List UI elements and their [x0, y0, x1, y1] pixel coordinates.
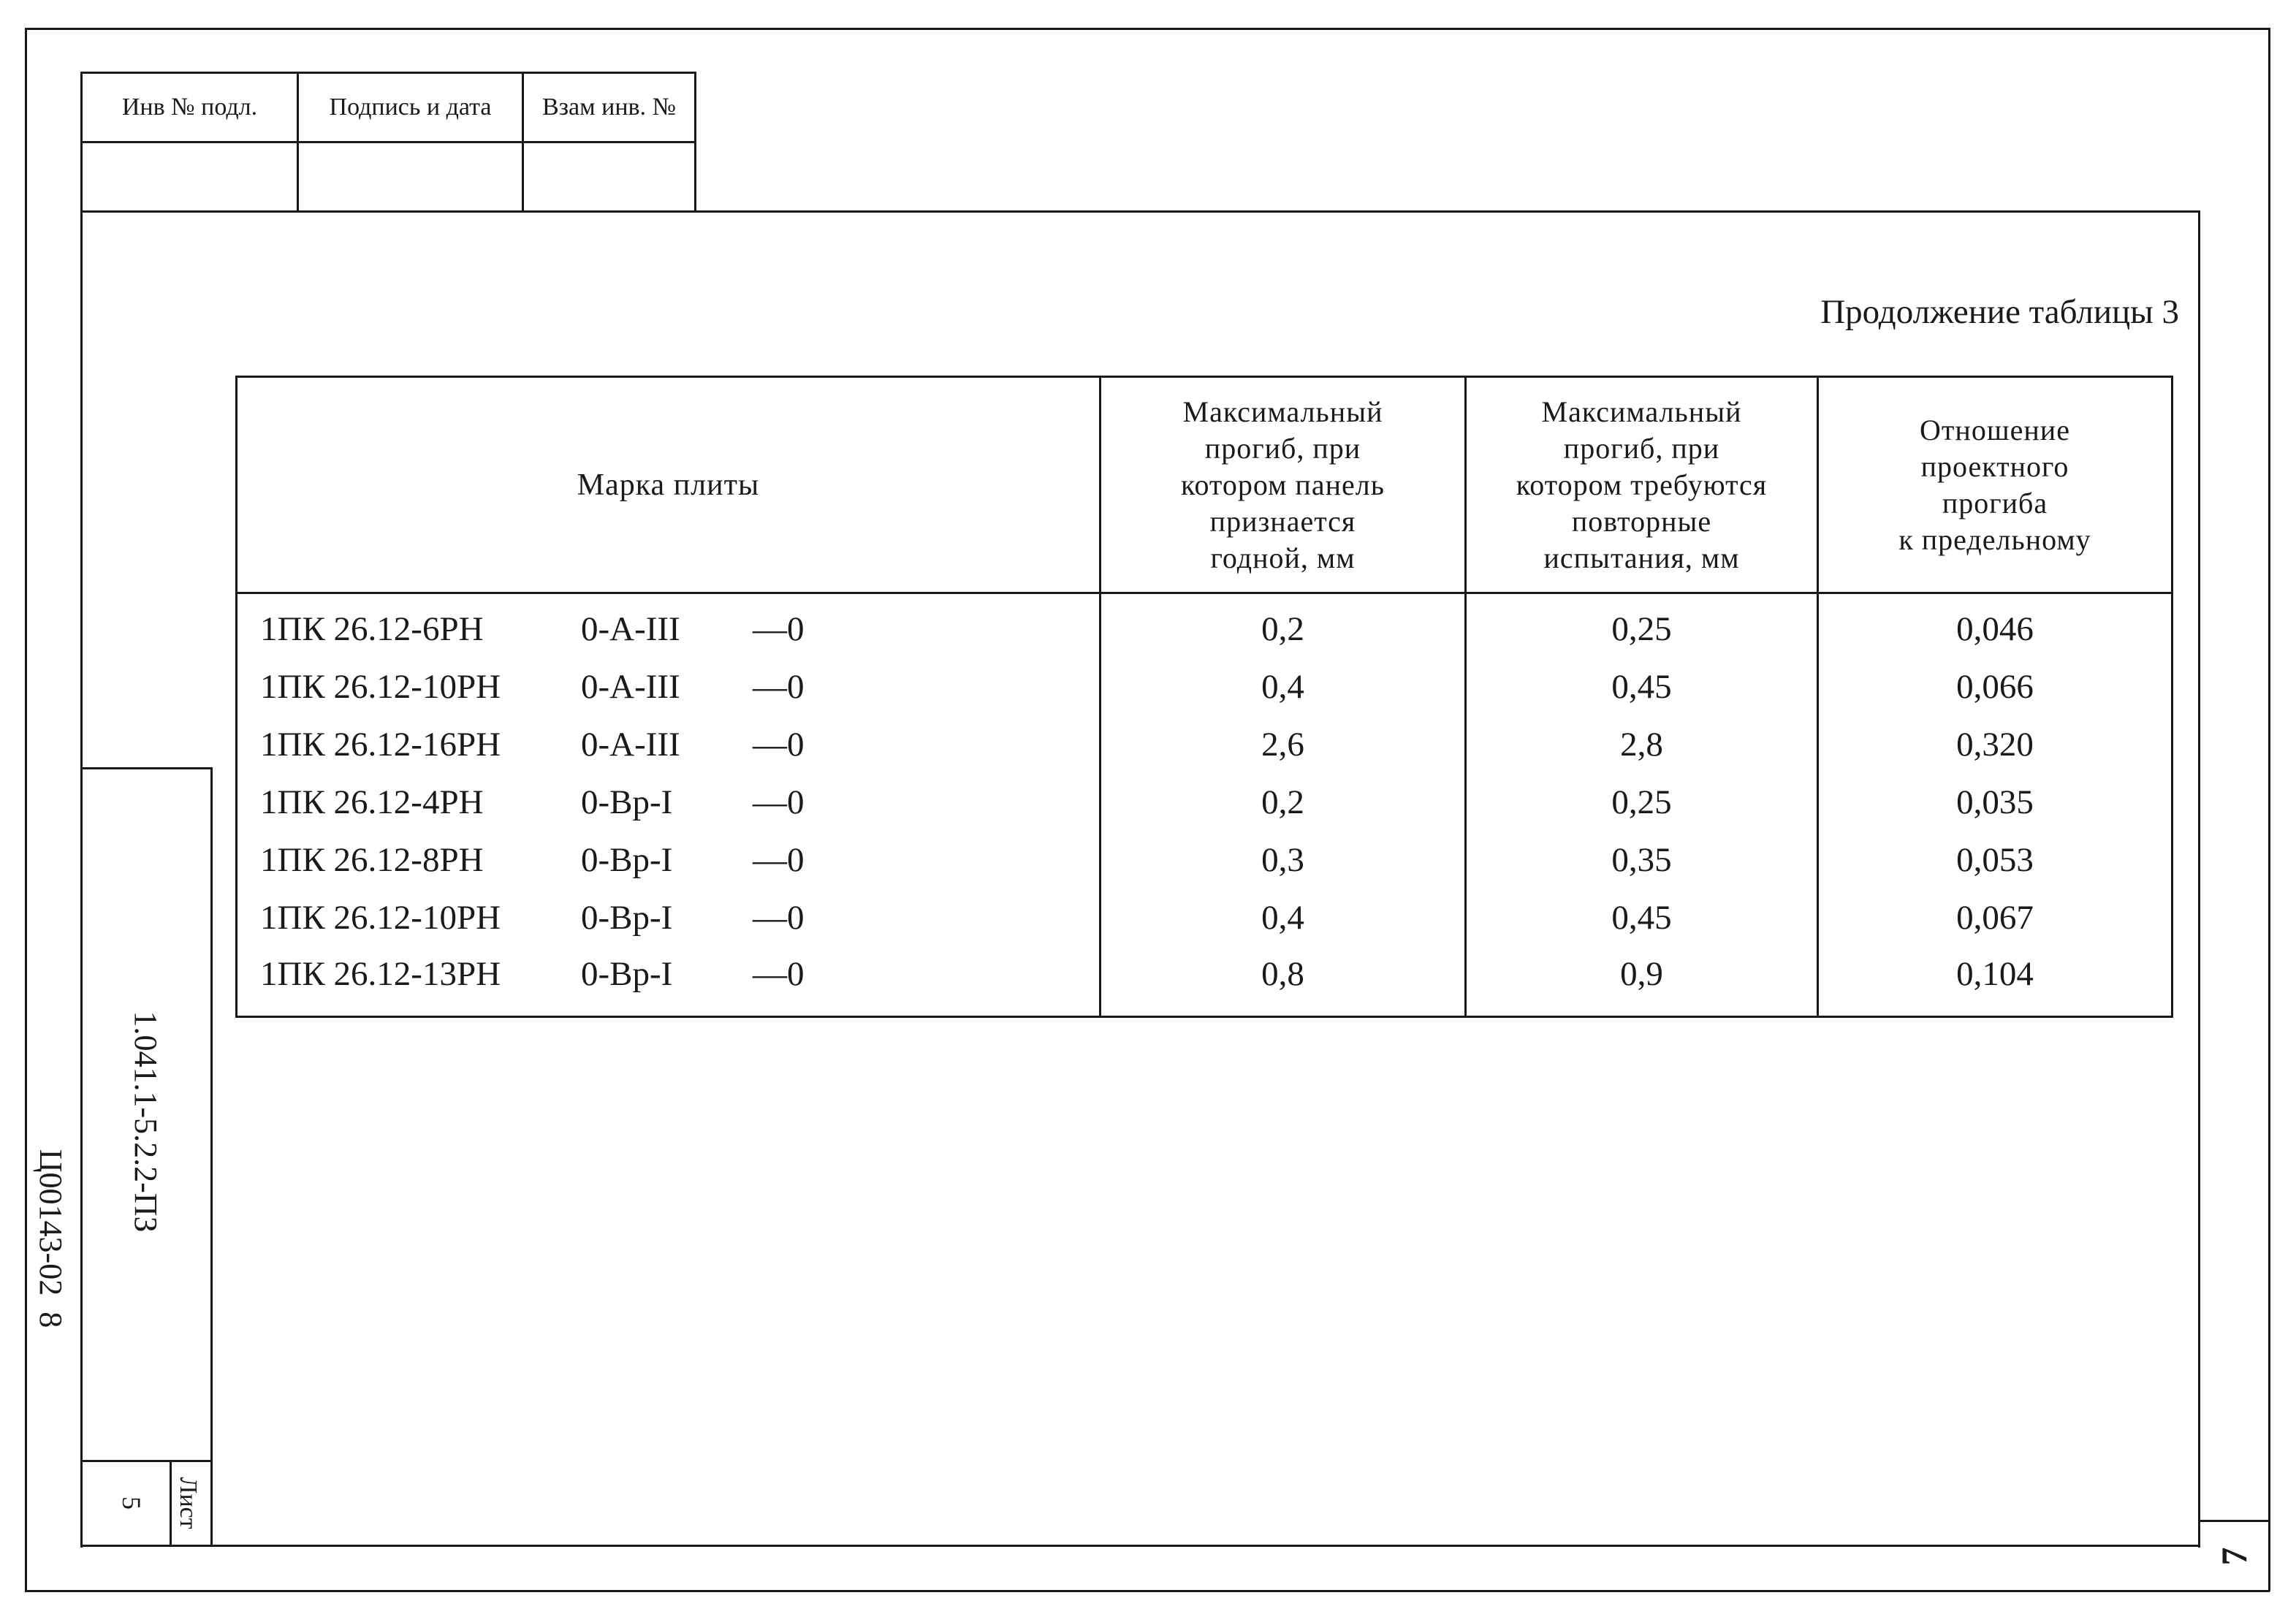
- archive-code: Ц00143-02 8: [33, 1149, 69, 1328]
- cell-reinforcement: 0-А-III: [581, 668, 680, 706]
- cell-reinforcement: 0-Вр-I: [581, 899, 673, 937]
- sheet-label: Лист: [175, 1477, 202, 1529]
- inner-frame-right: [2198, 210, 2200, 1548]
- document-code: 1.041.1-5.2.2-ПЗ: [128, 1011, 164, 1233]
- outer-frame-left: [25, 28, 27, 1591]
- cell-max-deflection-ok: 2,6: [1261, 726, 1304, 764]
- cell-reinforcement: 0-Вр-I: [581, 955, 673, 993]
- header-mark: Марка плиты: [577, 468, 760, 502]
- inner-frame-bottom: [80, 1545, 2200, 1547]
- cell-max-deflection-retest: 0,45: [1611, 668, 1672, 706]
- cell-ratio: 0,066: [1956, 668, 2034, 706]
- cell-suffix: —0: [753, 610, 805, 648]
- cell-ratio: 0,053: [1956, 841, 2034, 879]
- cell-reinforcement: 0-Вр-I: [581, 841, 673, 879]
- cell-mark: 1ПК 26.12-10РН: [260, 899, 501, 937]
- page-number: 7: [2213, 1547, 2254, 1566]
- outer-frame-right: [2268, 28, 2270, 1591]
- cell-max-deflection-retest: 0,9: [1620, 955, 1663, 993]
- stamp-header-replaced-inv: Взам инв. №: [541, 94, 677, 121]
- cell-ratio: 0,067: [1956, 899, 2034, 937]
- cell-ratio: 0,104: [1956, 955, 2034, 993]
- cell-mark: 1ПК 26.12-16РН: [260, 726, 501, 764]
- outer-frame-bottom: [25, 1590, 2270, 1592]
- cell-max-deflection-ok: 0,2: [1261, 783, 1304, 821]
- cell-max-deflection-retest: 0,35: [1611, 841, 1672, 879]
- cell-mark: 1ПК 26.12-4РН: [260, 783, 484, 821]
- cell-mark: 1ПК 26.12-6РН: [260, 610, 484, 648]
- cell-ratio: 0,035: [1956, 783, 2034, 821]
- cell-ratio: 0,320: [1956, 726, 2034, 764]
- cell-mark: 1ПК 26.12-13РН: [260, 955, 501, 993]
- cell-suffix: —0: [753, 841, 805, 879]
- cell-suffix: —0: [753, 783, 805, 821]
- cell-max-deflection-ok: 0,3: [1261, 841, 1304, 879]
- stamp-header-signature-date: Подпись и дата: [329, 94, 492, 121]
- continuation-title: Продолжение таблицы 3: [1820, 293, 2179, 331]
- cell-max-deflection-ok: 0,8: [1261, 955, 1304, 993]
- header-ratio: Отношение проектного прогиба к предельно…: [1898, 413, 2091, 556]
- cell-max-deflection-retest: 2,8: [1620, 726, 1663, 764]
- cell-max-deflection-retest: 0,45: [1611, 899, 1672, 937]
- inner-frame-top: [80, 210, 2200, 213]
- cell-max-deflection-retest: 0,25: [1611, 610, 1672, 648]
- outer-frame-top: [25, 28, 2270, 30]
- inner-frame-left: [80, 210, 83, 1548]
- header-max-deflection-ok: Максимальный прогиб, при котором панель …: [1181, 395, 1385, 574]
- cell-mark: 1ПК 26.12-10РН: [260, 668, 501, 706]
- cell-mark: 1ПК 26.12-8РН: [260, 841, 484, 879]
- cell-reinforcement: 0-А-III: [581, 726, 680, 764]
- cell-max-deflection-ok: 0,4: [1261, 899, 1304, 937]
- cell-max-deflection-retest: 0,25: [1611, 783, 1672, 821]
- cell-ratio: 0,046: [1956, 610, 2034, 648]
- header-max-deflection-retest: Максимальный прогиб, при котором требуют…: [1516, 395, 1768, 574]
- cell-reinforcement: 0-А-III: [581, 610, 680, 648]
- cell-max-deflection-ok: 0,2: [1261, 610, 1304, 648]
- sheet-number: 5: [117, 1496, 146, 1510]
- page-number-box-top: [2198, 1520, 2270, 1522]
- cell-suffix: —0: [753, 668, 805, 706]
- stamp-header-inv-number: Инв № подл.: [121, 94, 258, 121]
- cell-suffix: —0: [753, 955, 805, 993]
- cell-suffix: —0: [753, 726, 805, 764]
- cell-suffix: —0: [753, 899, 805, 937]
- cell-reinforcement: 0-Вр-I: [581, 783, 673, 821]
- cell-max-deflection-ok: 0,4: [1261, 668, 1304, 706]
